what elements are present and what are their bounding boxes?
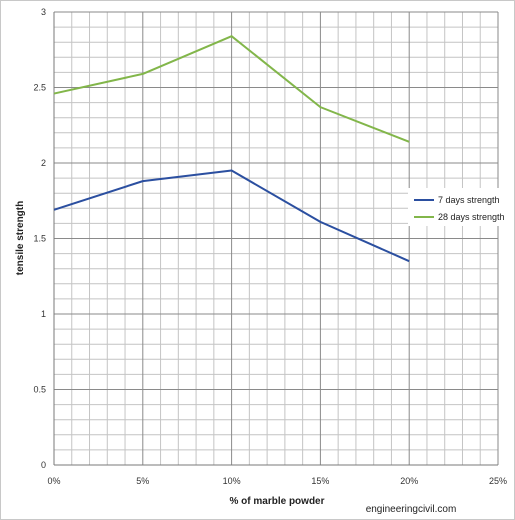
- legend: 7 days strength 28 days strength: [408, 188, 508, 226]
- y-tick-label: 0.5: [33, 385, 46, 395]
- y-tick-label: 2: [41, 158, 46, 168]
- x-tick-label: 10%: [223, 476, 241, 486]
- y-tick-label: 0: [41, 460, 46, 470]
- legend-box: [408, 188, 508, 226]
- series-lines: [53, 35, 410, 263]
- x-axis-title: % of marble powder: [229, 496, 324, 507]
- y-axis-title: tensile strength: [15, 201, 26, 275]
- y-tick-label: 1.5: [33, 234, 46, 244]
- y-axis-ticks: 0 0.5 1 1.5 2 2.5 3: [33, 7, 46, 470]
- legend-label: 7 days strength: [438, 195, 500, 205]
- x-axis-ticks: 0% 5% 10% 15% 20% 25%: [47, 476, 507, 486]
- x-tick-label: 0%: [47, 476, 60, 486]
- axes: [53, 12, 498, 466]
- major-gridlines: [54, 11, 499, 465]
- x-tick-label: 15%: [311, 476, 329, 486]
- y-tick-label: 2.5: [33, 83, 46, 93]
- legend-label: 28 days strength: [438, 212, 505, 222]
- x-tick-label: 20%: [400, 476, 418, 486]
- watermark-text: engineeringcivil.com: [366, 504, 457, 515]
- y-tick-label: 3: [41, 7, 46, 17]
- x-tick-label: 5%: [136, 476, 149, 486]
- x-tick-label: 25%: [489, 476, 507, 486]
- y-tick-label: 1: [41, 309, 46, 319]
